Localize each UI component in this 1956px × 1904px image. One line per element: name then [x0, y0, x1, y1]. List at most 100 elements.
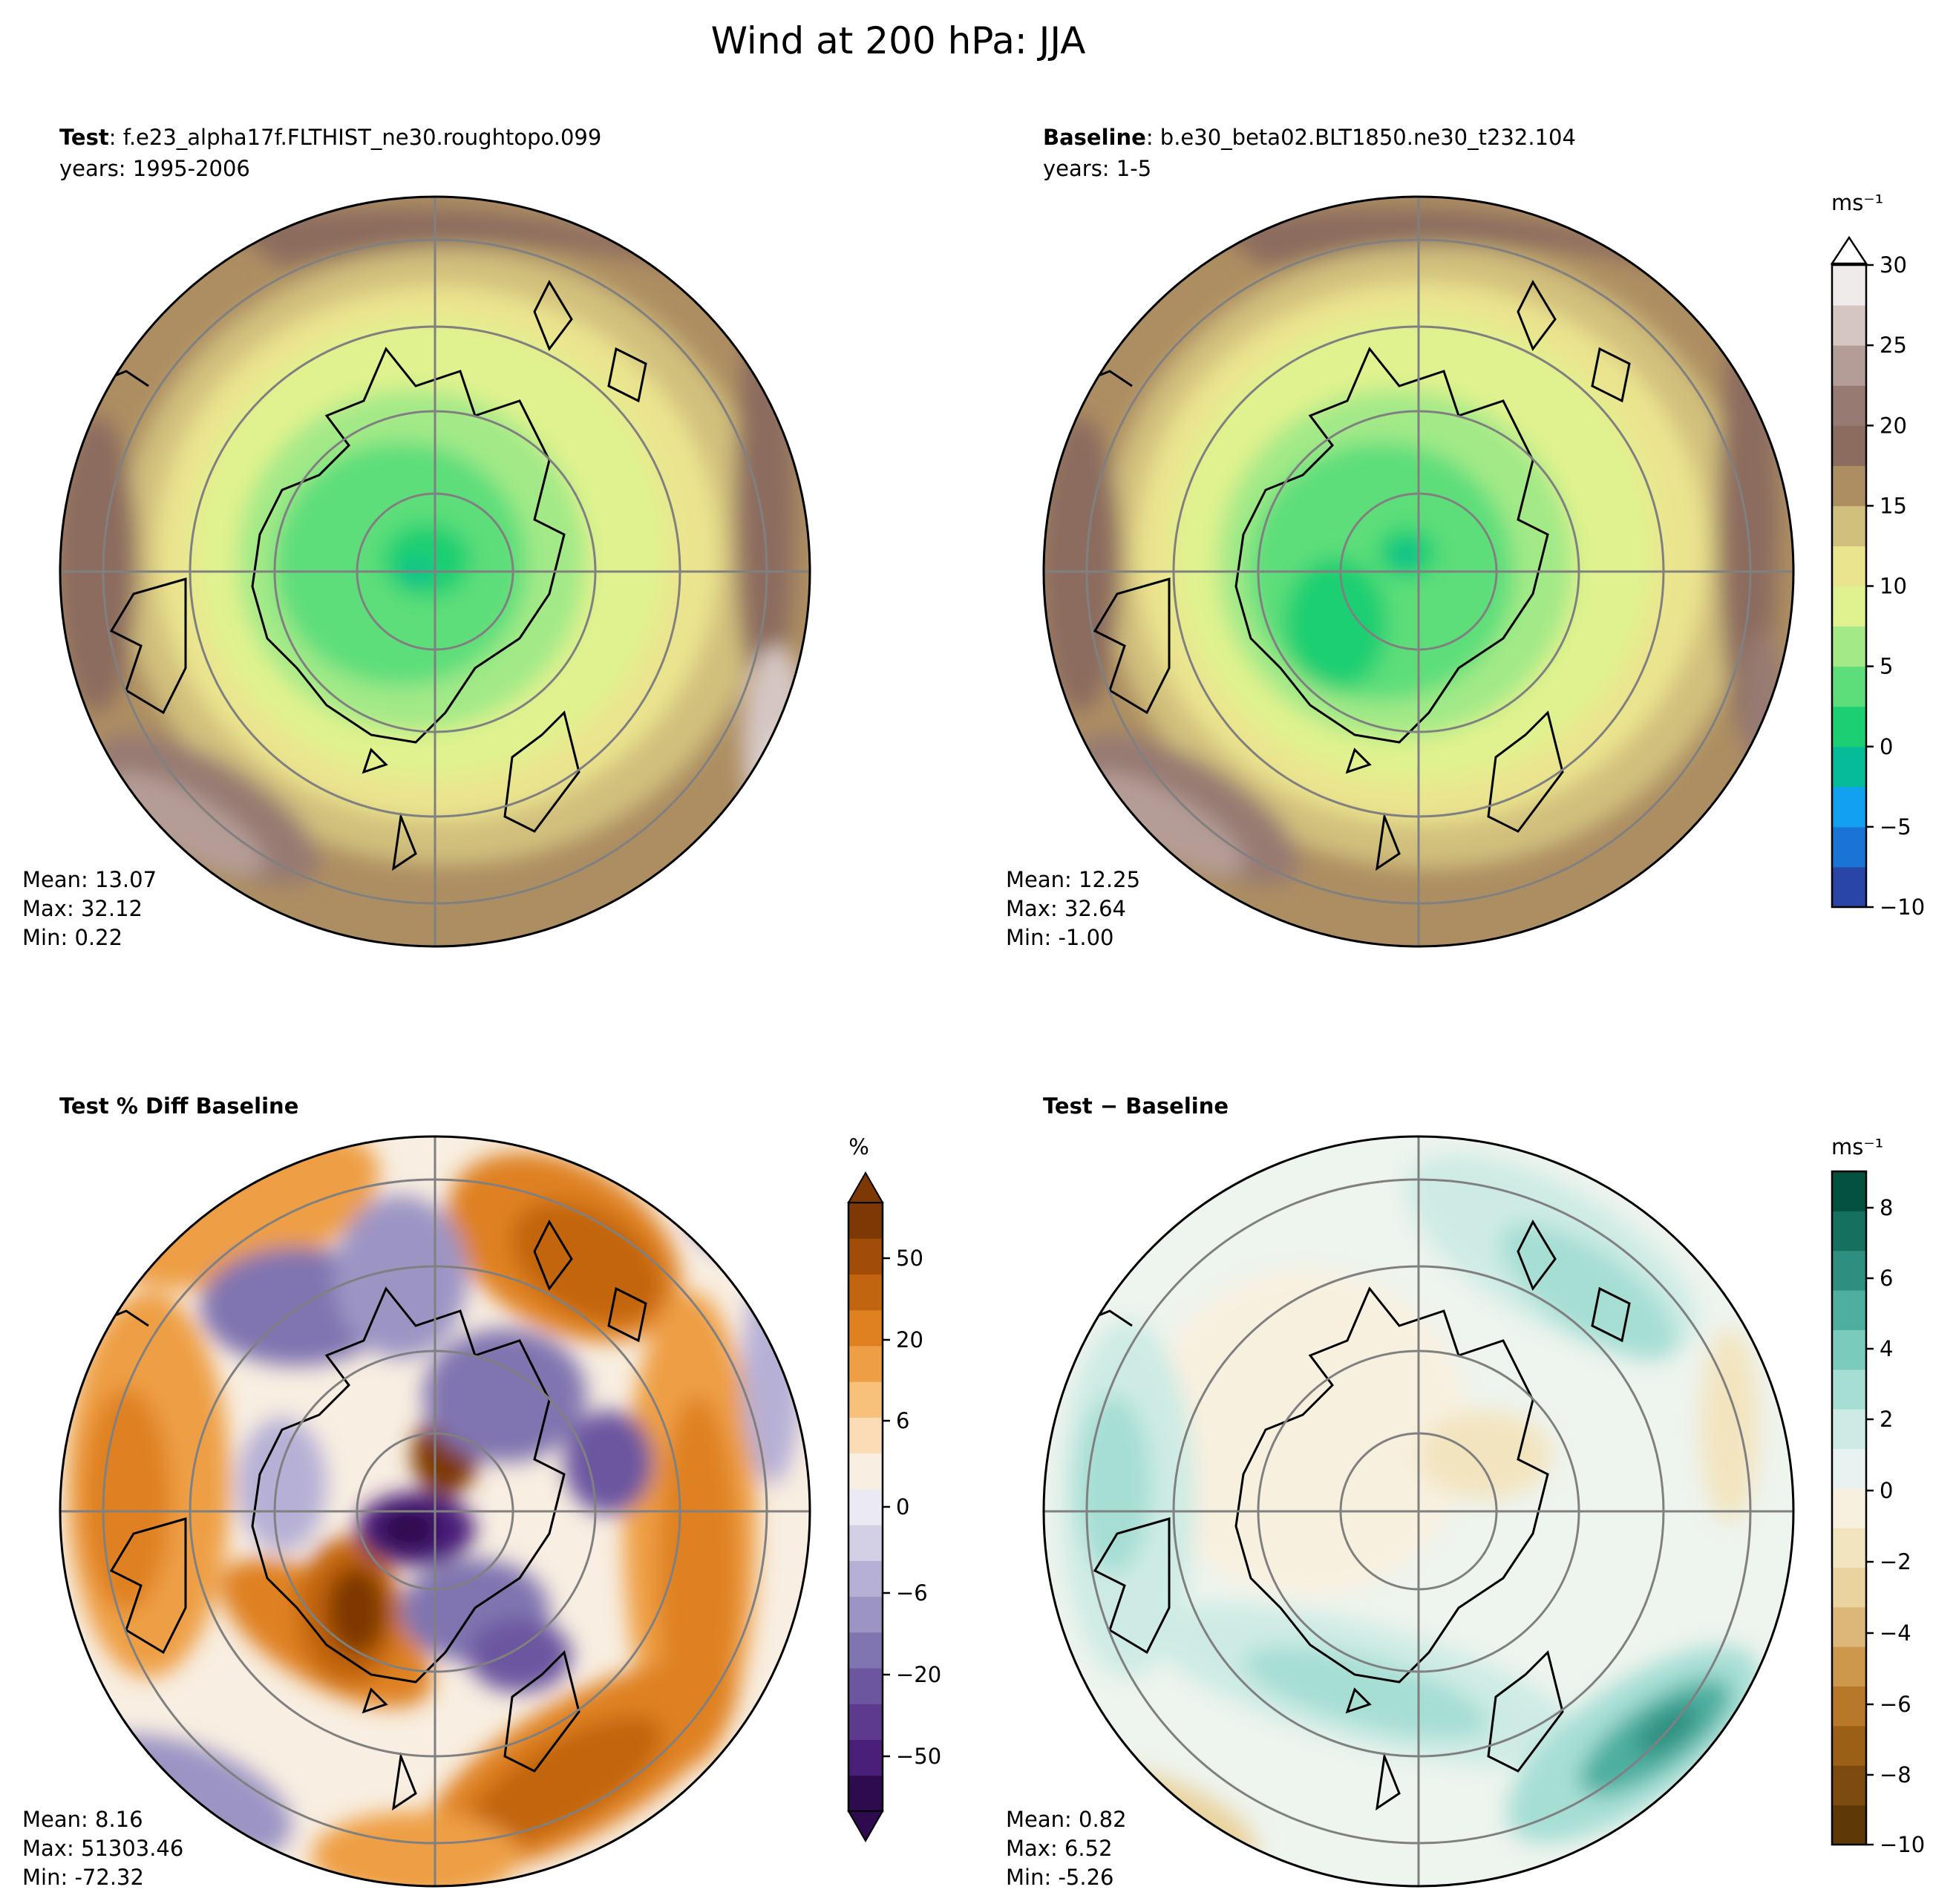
- stat-max: Max: 32.64: [1006, 896, 1126, 921]
- colorbar-diff-unit: ms⁻¹: [1831, 1134, 1883, 1159]
- colorbar-tick-label: −10: [1880, 894, 1925, 920]
- colorbar-tick-label: −10: [1880, 1832, 1925, 1857]
- colorbar-swatch: [848, 1775, 883, 1812]
- stat-mean: Mean: 0.82: [1006, 1807, 1127, 1832]
- colorbar-swatch: [1832, 1805, 1866, 1845]
- graticule-baseline: [1044, 197, 1793, 946]
- colorbar-swatch: [1832, 706, 1866, 747]
- figure-title: Wind at 200 hPa: JJA: [711, 19, 1086, 62]
- panel-baseline-label: Baseline: b.e30_beta02.BLT1850.ne30_t232…: [1043, 125, 1576, 150]
- colorbar-swatch: [848, 1704, 883, 1741]
- colorbar-pct: % 50 20 6 0 −6 −20 −50: [847, 1134, 941, 1843]
- panel-baseline-label-bold: Baseline: [1043, 125, 1146, 150]
- colorbar-swatch: [1832, 1528, 1866, 1568]
- colorbar-swatch: [1832, 265, 1866, 306]
- colorbar-swatch: [1832, 1290, 1866, 1330]
- colorbar-swatch: [848, 1381, 883, 1418]
- colorbar-swatch: [1832, 1369, 1866, 1410]
- stats-diff: Mean: 0.82 Max: 6.52 Min: -5.26: [1006, 1807, 1127, 1890]
- colorbar-swatch: [848, 1596, 883, 1633]
- panel-diff: Test − Baseline: [1006, 1093, 1795, 1890]
- colorbar-swatch: [1832, 1646, 1866, 1687]
- graticule-pctdiff: [60, 1136, 810, 1886]
- colorbar-swatch: [848, 1345, 883, 1382]
- panel-test-years: years: 1995-2006: [59, 156, 250, 181]
- colorbar-swatch: [848, 1274, 883, 1311]
- colorbar-swatch: [1832, 1567, 1866, 1608]
- colorbar-tick-label: 5: [1880, 654, 1893, 679]
- colorbar-tick-label: 4: [1880, 1336, 1893, 1361]
- colorbar-tick-label: 10: [1880, 574, 1907, 599]
- colorbar-swatch: [848, 1632, 883, 1669]
- colorbar-wind-extend-arrow: [1830, 235, 1868, 265]
- colorbar-tick-label: −20: [896, 1662, 941, 1687]
- colorbar-swatch: [848, 1417, 883, 1454]
- stat-mean: Mean: 13.07: [22, 867, 157, 892]
- colorbar-swatch: [1832, 1686, 1866, 1727]
- colorbar-tick-label: 0: [1880, 734, 1893, 759]
- colorbar-swatch: [848, 1453, 883, 1490]
- colorbar-swatch: [848, 1739, 883, 1776]
- colorbar-diff: ms⁻¹ 8 6 4 2 0 −2 −4 −6 −8 −10: [1831, 1134, 1925, 1857]
- colorbar-swatch: [1832, 826, 1866, 868]
- graticule-diff: [1044, 1136, 1793, 1886]
- colorbar-wind-ticks: 30 25 20 15 10 5 0 −5 −10: [1866, 252, 1925, 920]
- stats-test: Mean: 13.07 Max: 32.12 Min: 0.22: [22, 867, 157, 950]
- map-boundary-diff: [1042, 1135, 1795, 1888]
- colorbar-swatch: [1832, 1488, 1866, 1528]
- map-boundary-test: [59, 195, 811, 948]
- map-boundary-pctdiff: [59, 1135, 811, 1888]
- graticule-test: [60, 197, 810, 946]
- colorbar-swatch: [1832, 1250, 1866, 1291]
- colorbar-diff-swatches: [1831, 1170, 1868, 1846]
- colorbar-wind: ms⁻¹ 30 25 20 15 10 5 0 −5 −10: [1830, 190, 1925, 920]
- stat-max: Max: 32.12: [22, 896, 143, 921]
- colorbar-swatch: [1832, 1606, 1866, 1647]
- colorbar-swatch: [1832, 345, 1866, 386]
- colorbar-wind-unit: ms⁻¹: [1831, 190, 1883, 215]
- stats-baseline: Mean: 12.25 Max: 32.64 Min: -1.00: [1006, 867, 1140, 950]
- stat-min: Min: -1.00: [1006, 925, 1113, 950]
- colorbar-swatch: [1832, 305, 1866, 346]
- colorbar-tick-label: 0: [896, 1494, 909, 1519]
- colorbar-swatch: [1832, 465, 1866, 506]
- colorbar-tick-label: −2: [1880, 1549, 1911, 1574]
- panel-test: Test: f.e23_alpha17f.FLTHIST_ne30.rought…: [22, 125, 811, 950]
- colorbar-swatch: [1832, 586, 1866, 627]
- colorbar-swatch: [848, 1525, 883, 1561]
- colorbar-tick-label: 20: [896, 1327, 923, 1352]
- panel-baseline: Baseline: b.e30_beta02.BLT1850.ne30_t232…: [1006, 125, 1795, 950]
- colorbar-swatch: [848, 1668, 883, 1704]
- colorbar-swatch: [1832, 506, 1866, 546]
- colorbar-tick-label: −6: [896, 1580, 928, 1606]
- stats-pctdiff: Mean: 8.16 Max: 51303.46 Min: -72.32: [22, 1807, 183, 1890]
- colorbar-swatch: [1832, 1171, 1866, 1211]
- colorbar-pct-extend-min: [847, 1810, 884, 1843]
- map-test: [60, 197, 810, 946]
- colorbar-pct-swatches: [847, 1201, 884, 1813]
- colorbar-tick-label: 25: [1880, 333, 1907, 358]
- colorbar-swatch: [1832, 866, 1866, 908]
- panel-baseline-years: years: 1-5: [1043, 156, 1151, 181]
- colorbar-swatch: [1832, 786, 1866, 828]
- colorbar-tick-label: 30: [1880, 252, 1907, 278]
- stat-min: Min: -5.26: [1006, 1865, 1113, 1890]
- colorbar-swatch: [848, 1238, 883, 1275]
- colorbar-swatch: [1832, 1211, 1866, 1252]
- colorbar-swatch: [848, 1309, 883, 1347]
- panel-baseline-label-rest: : b.e30_beta02.BLT1850.ne30_t232.104: [1146, 125, 1576, 150]
- colorbar-tick-label: 6: [1880, 1266, 1893, 1291]
- colorbar-pct-extend-max: [847, 1171, 884, 1203]
- colorbar-tick-label: 20: [1880, 413, 1907, 438]
- colorbar-swatch: [1832, 1448, 1866, 1489]
- panel-test-label-rest: : f.e23_alpha17f.FLTHIST_ne30.roughtopo.…: [109, 125, 602, 150]
- colorbar-swatch: [848, 1203, 883, 1239]
- colorbar-swatch: [1832, 746, 1866, 788]
- panel-pctdiff: Test % Diff Baseline: [22, 1093, 811, 1890]
- stat-min: Min: 0.22: [22, 925, 122, 950]
- colorbar-wind-swatches: [1831, 264, 1868, 909]
- colorbar-swatch: [1832, 1329, 1866, 1370]
- stat-min: Min: -72.32: [22, 1865, 144, 1890]
- panel-diff-label: Test − Baseline: [1043, 1093, 1229, 1119]
